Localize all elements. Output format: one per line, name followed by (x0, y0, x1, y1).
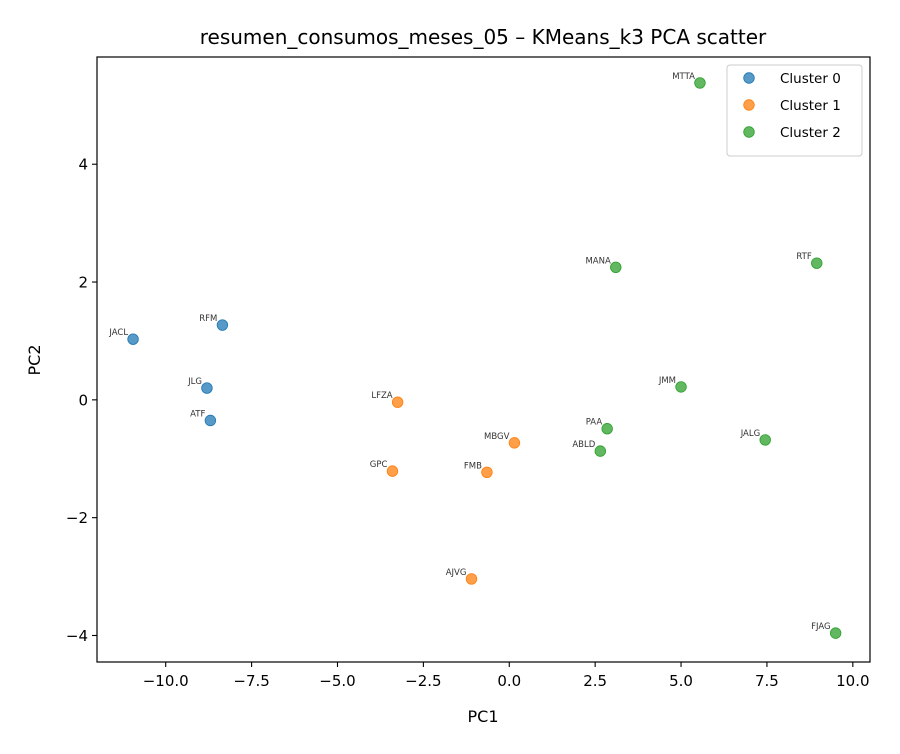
data-point (386, 465, 399, 477)
legend-label: Cluster 1 (780, 98, 841, 114)
legend-marker (743, 72, 755, 84)
point-labels: JACL RFM JLG ATF LFZA MBGV GPC FMB AJVG MTTA MANA R… (108, 72, 830, 632)
data-point (594, 445, 607, 457)
data-point (601, 423, 613, 435)
point-label: FJAG (811, 622, 831, 632)
point-label: AJVG (446, 568, 467, 578)
point-label: MTTA (672, 72, 695, 82)
y-tick-label: −2 (66, 509, 88, 527)
plot-points (127, 77, 842, 639)
plot-frame (96, 56, 871, 663)
x-tick-label: −7.5 (233, 672, 269, 690)
data-point (127, 333, 139, 345)
data-point (694, 77, 706, 89)
point-label: JALG (740, 429, 761, 439)
x-tick-label: −5.0 (319, 672, 355, 690)
point-label: GPC (370, 460, 388, 470)
y-axis-ticks: −4 −2 0 2 4 (66, 156, 97, 645)
x-axis-label: PC1 (468, 707, 499, 726)
data-point (829, 627, 842, 639)
y-tick-label: 2 (78, 274, 88, 292)
point-label: RTF (796, 252, 811, 262)
point-label: MBGV (484, 432, 510, 442)
legend-label: Cluster 0 (780, 71, 841, 87)
data-point (391, 396, 404, 408)
legend-marker (743, 126, 755, 138)
point-label: PAA (586, 418, 603, 428)
x-tick-label: −10.0 (143, 672, 189, 690)
x-axis-ticks: −10.0 −7.5 −5.0 −2.5 0.0 2.5 5.0 7.5 10.0 (143, 662, 870, 690)
data-point (216, 319, 229, 331)
data-point (508, 437, 521, 449)
x-tick-label: 10.0 (836, 672, 869, 690)
x-tick-label: 5.0 (669, 672, 693, 690)
legend-label: Cluster 2 (780, 125, 841, 141)
point-label: RFM (199, 314, 217, 324)
data-point (811, 257, 823, 269)
point-label: JMM (658, 376, 676, 386)
point-label: JLG (187, 377, 202, 387)
data-point (204, 414, 217, 427)
point-label: LFZA (371, 391, 392, 401)
point-label: ABLD (572, 440, 595, 450)
x-tick-label: 2.5 (583, 672, 607, 690)
point-label: ATF (190, 409, 205, 419)
data-point (759, 434, 771, 446)
point-label: MANA (585, 256, 611, 266)
x-tick-label: 7.5 (755, 672, 779, 690)
data-point (201, 382, 213, 394)
y-axis-label: PC2 (25, 345, 44, 376)
chart-title: resumen_consumos_meses_05 – KMeans_k3 PC… (200, 25, 767, 49)
data-point (675, 381, 687, 393)
legend-box (726, 64, 863, 157)
data-point (610, 261, 622, 274)
legend: Cluster 0 Cluster 1 Cluster 2 (726, 64, 863, 157)
x-tick-label: 0.0 (497, 672, 521, 690)
x-tick-label: −2.5 (405, 672, 441, 690)
point-label: JACL (108, 328, 128, 338)
y-tick-label: 0 (78, 391, 88, 409)
y-tick-label: 4 (78, 156, 88, 174)
data-point (481, 466, 493, 479)
data-point (465, 573, 478, 585)
point-label: FMB (464, 461, 482, 471)
legend-marker (743, 99, 755, 111)
y-tick-label: −4 (66, 627, 88, 645)
